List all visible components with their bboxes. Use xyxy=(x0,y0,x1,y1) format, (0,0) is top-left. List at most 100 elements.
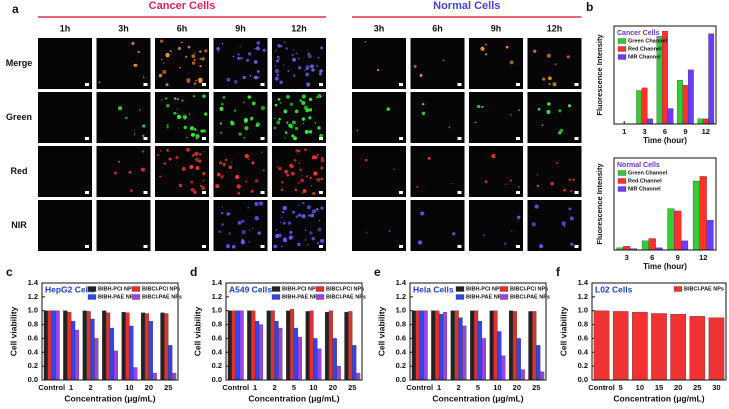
cell-signal xyxy=(317,227,322,232)
micrograph xyxy=(352,200,406,251)
cell-signal xyxy=(233,109,237,112)
legend-swatch xyxy=(617,178,627,184)
cell-signal xyxy=(283,109,288,114)
bar xyxy=(227,310,232,381)
legend-swatch xyxy=(673,286,683,292)
bar xyxy=(352,345,357,381)
cell-signal xyxy=(546,109,551,114)
x-tick-label: 1 xyxy=(437,383,441,392)
cell-signal xyxy=(188,113,191,116)
cell-signal xyxy=(504,242,507,245)
bar xyxy=(172,372,177,381)
cell-signal xyxy=(317,126,321,130)
cell-signal xyxy=(185,55,188,58)
cell-signal xyxy=(226,212,230,216)
bar xyxy=(270,310,275,381)
legend-label: BIBCl-PAE NPs xyxy=(684,286,724,292)
scale-bar xyxy=(319,191,323,194)
cell-signal xyxy=(297,149,301,153)
cell-signal xyxy=(276,120,281,125)
cell-signal xyxy=(248,240,251,243)
cell-signal xyxy=(242,101,245,104)
cell-signal xyxy=(190,187,195,192)
cell-signal xyxy=(162,69,167,74)
cell-signal xyxy=(247,52,252,56)
bar xyxy=(699,176,707,251)
cell-signal xyxy=(190,164,194,169)
cell-signal xyxy=(310,213,315,218)
cell-signal xyxy=(178,183,183,188)
x-tick-label: 20 xyxy=(329,383,337,392)
y-tick-label: 0.4 xyxy=(212,347,223,356)
cell-signal xyxy=(292,120,296,125)
cell-signal xyxy=(125,116,128,120)
legend-swatch xyxy=(131,286,141,292)
cell-signal xyxy=(311,236,315,241)
bar xyxy=(458,317,463,381)
x-tick-label: 10 xyxy=(636,383,644,392)
cell-signal xyxy=(304,148,307,152)
cell-signal xyxy=(202,94,206,98)
y-tick-label: 0.2 xyxy=(578,361,588,370)
cell-signal xyxy=(174,97,177,100)
bar xyxy=(125,312,130,381)
cell-signal xyxy=(159,150,162,152)
cell-signal xyxy=(511,230,513,232)
cell-signal xyxy=(474,121,477,124)
scale-bar xyxy=(85,83,89,86)
cell-signal xyxy=(278,58,280,61)
scale-bar xyxy=(574,245,579,248)
cell-signal xyxy=(517,215,521,219)
y-tick-label: 1.2 xyxy=(28,292,38,301)
bar xyxy=(47,310,52,381)
cell-signal xyxy=(278,117,281,121)
cell-signal xyxy=(250,116,254,120)
chart-title: Cancer Cells xyxy=(617,30,660,37)
cell-signal xyxy=(305,108,310,113)
cell-signal xyxy=(193,58,196,61)
cell-signal xyxy=(448,126,451,129)
cell-signal xyxy=(286,121,289,124)
cell-signal xyxy=(158,73,163,78)
scale-bar xyxy=(202,83,206,86)
cell-signal xyxy=(274,103,278,107)
cell-signal xyxy=(481,105,484,109)
cell-signal xyxy=(181,166,186,171)
bar xyxy=(497,331,502,381)
x-tick-label: 25 xyxy=(164,383,172,392)
cell-signal xyxy=(278,44,280,47)
bar xyxy=(411,310,416,381)
cell-signal xyxy=(193,82,197,85)
cell-signal xyxy=(421,111,426,116)
x-tick-label: 5 xyxy=(108,383,112,392)
cell-signal xyxy=(292,57,296,62)
cell-signal xyxy=(237,221,242,225)
cell-signal xyxy=(301,214,306,219)
time-label: 9h xyxy=(235,23,246,33)
bar xyxy=(687,69,694,125)
plot-frame xyxy=(41,282,179,381)
bar xyxy=(258,324,264,381)
cell-signal xyxy=(253,60,258,64)
bar xyxy=(501,355,506,381)
bar xyxy=(274,320,279,381)
cell-signal xyxy=(295,52,298,55)
bar xyxy=(450,310,455,381)
cell-signal xyxy=(280,188,284,192)
chart-title: L02 Cells xyxy=(595,284,633,294)
legend-swatch xyxy=(87,286,97,292)
cell-signal xyxy=(222,96,226,99)
scale-bar xyxy=(202,245,206,248)
legend-swatch xyxy=(271,294,281,300)
cell-signal xyxy=(275,59,280,63)
y-tick-label: 1.4 xyxy=(212,278,223,287)
bar xyxy=(63,310,68,381)
cell-signal xyxy=(260,105,266,111)
x-axis-title: Concentration (μg/mL) xyxy=(64,393,155,403)
bar xyxy=(305,311,310,381)
bar xyxy=(328,310,334,381)
cell-signal xyxy=(307,243,309,246)
legend-label: Red Channel xyxy=(628,178,662,184)
cell-signal xyxy=(195,138,198,140)
